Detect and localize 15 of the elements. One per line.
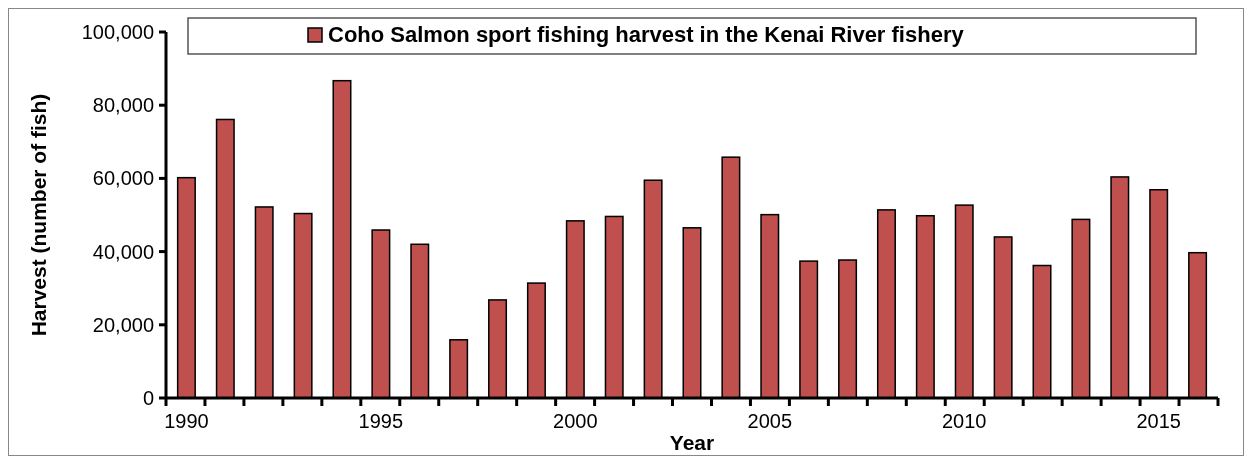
y-tick-label: 80,000 [92,94,154,117]
x-tick-label: 2015 [1136,410,1181,432]
x-tick-label: 1990 [164,410,209,432]
y-tick-label: 40,000 [92,240,154,263]
y-tick-label: 20,000 [92,313,154,336]
y-tick-label: 100,000 [81,21,154,43]
x-tick-label: 1995 [358,410,404,432]
y-axis-title: Harvest (number of fish) [27,93,50,337]
legend-label: Coho Salmon sport fishing harvest in the Kenai River fishery [328,22,965,47]
x-tick-label: 2010 [941,410,987,432]
x-tick-label: 2000 [553,410,598,432]
y-tick-label: 60,000 [92,167,154,190]
x-axis-title: Year [669,431,715,454]
x-tick-label: 2005 [747,410,793,432]
y-tick-label: 0 [142,387,154,409]
